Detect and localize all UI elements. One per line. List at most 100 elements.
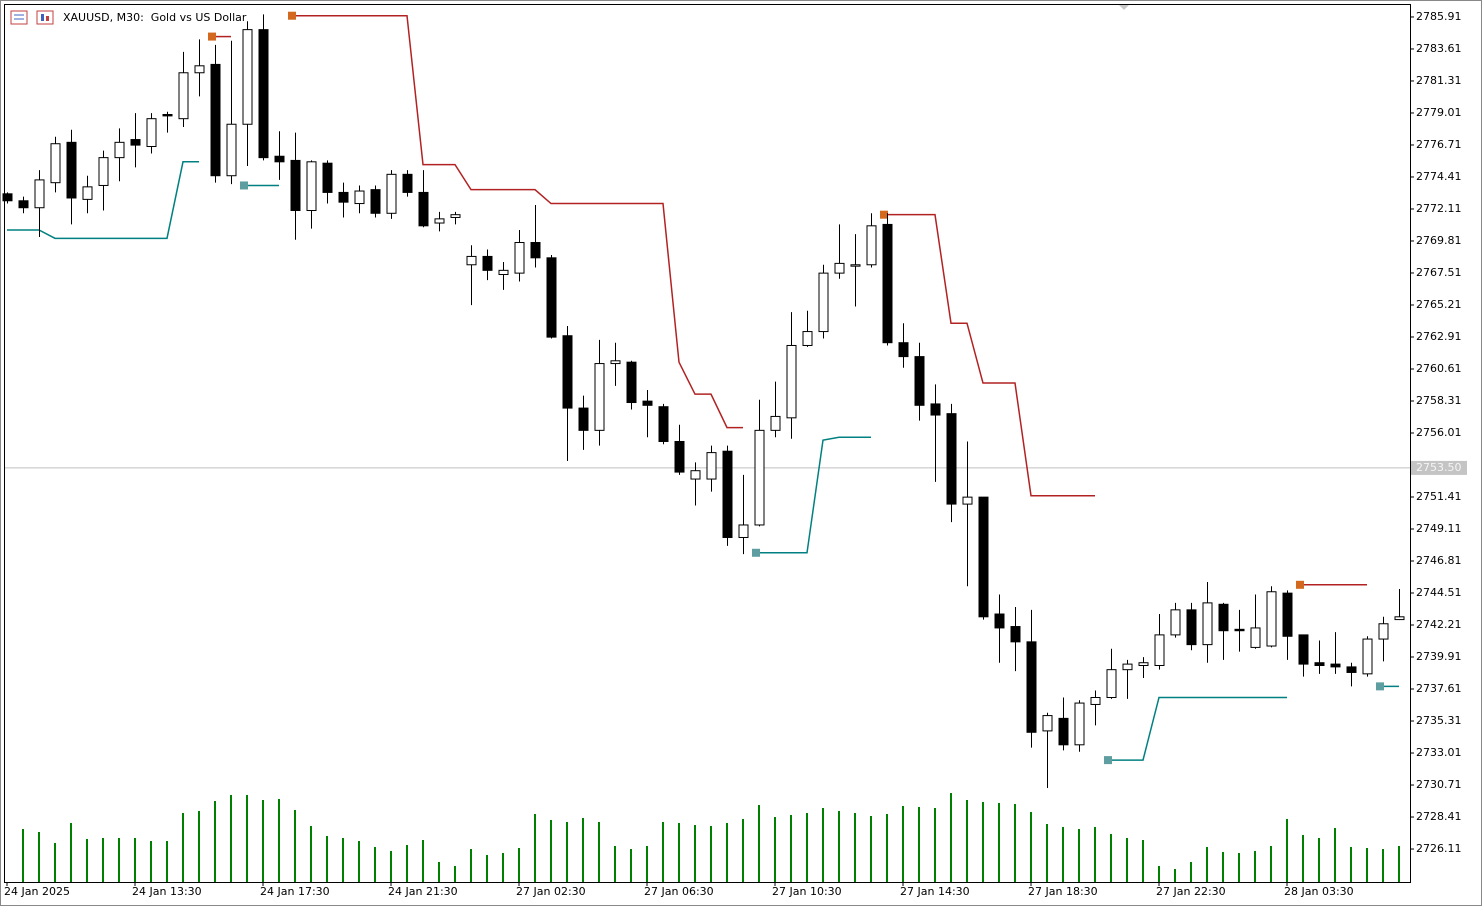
volume-bar — [1366, 848, 1368, 882]
candle-body — [738, 524, 749, 538]
candle-body — [978, 496, 989, 618]
volume-bar — [1126, 838, 1128, 882]
candle-body — [1314, 662, 1325, 666]
volume-bar — [758, 805, 760, 882]
candle-body — [1106, 669, 1117, 699]
candle-body — [98, 157, 109, 186]
volume-bar — [502, 853, 504, 882]
volume-bar — [534, 814, 536, 882]
candle-body — [1186, 609, 1197, 646]
candle-body — [802, 331, 813, 346]
candle-body — [962, 496, 973, 505]
y-tick-label: 2772.11 — [1416, 202, 1462, 215]
candle-body — [82, 186, 93, 200]
candle-body — [1026, 641, 1037, 733]
x-tick-label: 27 Jan 10:30 — [772, 885, 842, 898]
symbol-icons — [10, 10, 54, 25]
candle-body — [562, 335, 573, 409]
candle-body — [50, 143, 61, 184]
candle-body — [786, 344, 797, 419]
y-tick-label: 2760.61 — [1416, 362, 1462, 375]
volume-bar — [582, 818, 584, 882]
volume-bar — [1302, 835, 1304, 882]
candle-body — [514, 242, 525, 274]
volume-bar — [278, 799, 280, 882]
volume-bar — [70, 823, 72, 882]
y-tick-label: 2765.21 — [1416, 298, 1462, 311]
y-tick-label: 2733.01 — [1416, 746, 1462, 759]
candle-body — [1394, 616, 1405, 621]
candle-body — [1010, 626, 1021, 643]
y-tick-label: 2769.81 — [1416, 234, 1462, 247]
candle-body — [594, 363, 605, 431]
candle-body — [290, 159, 301, 212]
y-tick-label: 2751.41 — [1416, 490, 1462, 503]
volume-bar — [262, 800, 264, 882]
y-tick-label: 2756.01 — [1416, 426, 1462, 439]
volume-bar — [1158, 866, 1160, 882]
current-price-box — [1411, 460, 1467, 475]
candle-body — [194, 65, 205, 74]
y-tick-label: 2737.61 — [1416, 682, 1462, 695]
volume-bar — [102, 838, 104, 882]
volume-bar — [982, 802, 984, 882]
candle-body — [1330, 663, 1341, 668]
y-tick-label: 2758.31 — [1416, 394, 1462, 407]
x-tick-label: 27 Jan 14:30 — [900, 885, 970, 898]
volume-bar — [1350, 847, 1352, 882]
candle-body — [1250, 627, 1261, 648]
volume-bar — [214, 801, 216, 882]
volume-bar — [1318, 838, 1320, 882]
volume-bar — [358, 841, 360, 882]
y-tick-label: 2728.41 — [1416, 810, 1462, 823]
candle-body — [482, 255, 493, 271]
candle-body — [146, 118, 157, 148]
candle-body — [930, 403, 941, 416]
candle-body — [466, 255, 477, 266]
volume-bar — [1014, 804, 1016, 882]
x-tick-label: 27 Jan 18:30 — [1028, 885, 1098, 898]
candle-body — [674, 440, 685, 473]
volume-bar — [678, 823, 680, 882]
y-tick-label: 2767.51 — [1416, 266, 1462, 279]
y-tick-label: 2730.71 — [1416, 778, 1462, 791]
shift-marker — [1119, 5, 1129, 10]
candle-body — [1170, 609, 1181, 636]
candle-body — [1138, 662, 1149, 666]
volume-bar — [198, 811, 200, 882]
volume-bar — [1238, 853, 1240, 882]
candle-body — [994, 613, 1005, 629]
candle-body — [706, 452, 717, 480]
candle-body — [658, 406, 669, 442]
candle-body — [450, 214, 461, 218]
volume-bar — [1110, 834, 1112, 882]
volume-bar — [150, 841, 152, 882]
volume-bar — [1286, 819, 1288, 882]
current-price-label: 2753.50 — [1416, 461, 1462, 474]
y-tick-label: 2783.61 — [1416, 42, 1462, 55]
volume-bar — [1254, 851, 1256, 882]
x-tick-label: 24 Jan 21:30 — [388, 885, 458, 898]
x-tick-label: 27 Jan 02:30 — [516, 885, 586, 898]
volume-bar — [902, 806, 904, 882]
volume-bar — [54, 843, 56, 882]
y-tick-label: 2746.81 — [1416, 554, 1462, 567]
volume-bar — [374, 847, 376, 882]
candle-body — [626, 361, 637, 404]
y-tick-label: 2739.91 — [1416, 650, 1462, 663]
icon-bar — [46, 16, 49, 21]
candle-body — [258, 29, 269, 159]
plot-frame — [4, 4, 1411, 883]
volume-bar — [630, 849, 632, 882]
volume-bar — [566, 822, 568, 882]
y-tick-label: 2744.51 — [1416, 586, 1462, 599]
y-tick-label: 2726.11 — [1416, 842, 1462, 855]
candle-body — [210, 63, 221, 177]
volume-bar — [806, 813, 808, 882]
candle-body — [1282, 592, 1293, 637]
volume-bar — [86, 839, 88, 882]
candle-body — [578, 407, 589, 431]
volume-bar — [1270, 846, 1272, 882]
